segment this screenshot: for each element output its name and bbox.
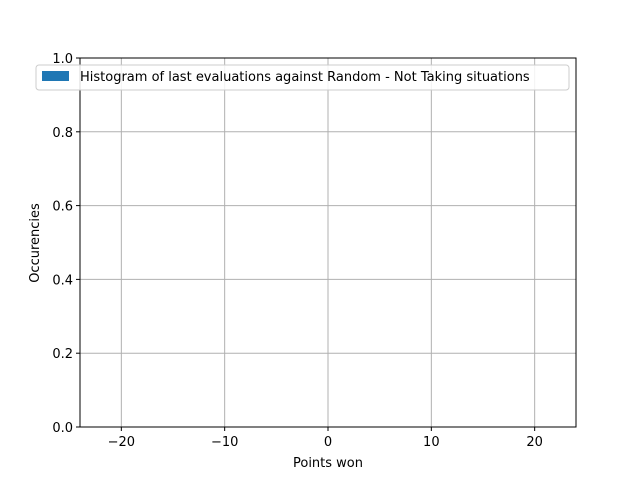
x-tick-label: 20	[526, 435, 543, 450]
grid	[80, 57, 576, 428]
legend-box	[35, 64, 570, 91]
y-tick-label: 0.4	[52, 273, 73, 288]
y-tick-label: 0.0	[52, 421, 73, 436]
legend: Histogram of last evaluations against Ra…	[35, 64, 570, 91]
y-axis-label: Occurencies	[28, 203, 43, 283]
y-axis-ticks: 0.0 0.2 0.4 0.6 0.8 1.0	[52, 52, 80, 436]
legend-swatch	[42, 71, 69, 81]
y-tick-label: 1.0	[52, 52, 73, 67]
x-tick-label: 0	[324, 435, 332, 450]
legend-label: Histogram of last evaluations against Ra…	[80, 70, 530, 85]
x-axis-label: Points won	[293, 456, 363, 471]
y-tick-label: 0.2	[52, 347, 73, 362]
x-axis-ticks: −20 −10 0 10 20	[108, 427, 543, 450]
y-tick-label: 0.6	[52, 200, 73, 215]
y-tick-label: 0.8	[52, 126, 73, 141]
x-tick-label: −20	[108, 435, 135, 450]
x-tick-label: −10	[211, 435, 238, 450]
x-tick-label: 10	[423, 435, 440, 450]
